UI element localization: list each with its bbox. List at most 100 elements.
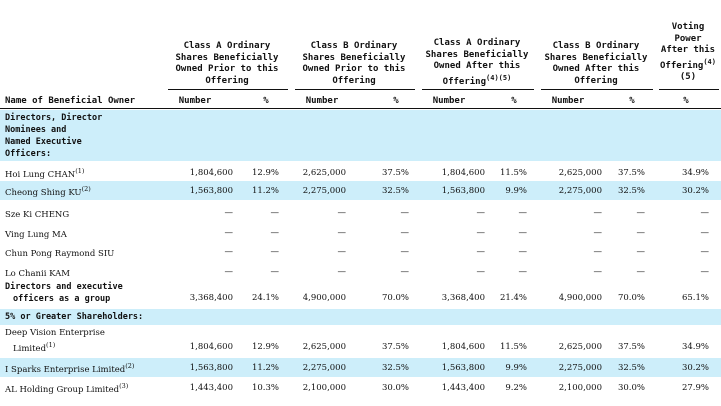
cell-a-num: —: [224, 247, 234, 257]
cell-a-pct: 12.9%: [251, 168, 279, 178]
table-header: Class A Ordinary Shares Beneficially Own…: [0, 0, 721, 110]
cell-a-pct: —: [270, 247, 280, 257]
header-number: Number: [305, 96, 339, 106]
header-line: Class B Ordinary: [552, 41, 640, 51]
cell-a2-pct: —: [518, 247, 528, 257]
cell-b-num: —: [337, 228, 347, 238]
header-line: Power: [674, 33, 702, 44]
cell-a-num: 3,368,400: [189, 293, 233, 303]
header-class-b-prior: Class B Ordinary Shares Beneficially Own…: [291, 41, 417, 87]
cell-a-num: 1,563,800: [189, 186, 233, 196]
owner-name: Sze Ki CHENG: [5, 207, 69, 220]
cell-b2-num: 2,275,000: [558, 186, 602, 196]
footnote-ref: (1): [75, 167, 85, 175]
header-line: Offering(4)(5): [418, 73, 536, 89]
cell-a2-pct: 11.5%: [499, 342, 527, 352]
cell-a-pct: —: [270, 208, 280, 218]
cell-a-num: 1,804,600: [189, 342, 233, 352]
section-line: Named Executive: [5, 137, 82, 147]
header-line: Offering: [574, 75, 618, 86]
header-line-text: Offering: [442, 76, 487, 87]
cell-b-num: 2,625,000: [302, 342, 346, 352]
header-voting-power: Voting Power After this Offering(4) (5): [655, 22, 721, 84]
cell-vote: 30.2%: [681, 186, 709, 196]
cell-vote: —: [700, 267, 710, 277]
cell-vote: —: [700, 228, 710, 238]
header-line: Shares Beneficially: [425, 49, 529, 60]
cell-a2-pct: 9.2%: [505, 383, 527, 393]
header-line: Offering(4): [655, 57, 721, 73]
cell-a2-pct: —: [518, 228, 528, 238]
header-pct: %: [263, 96, 269, 106]
header-line: Voting: [671, 22, 705, 32]
header-pct: %: [683, 96, 689, 106]
table-row: Sze Ki CHENG — — — — — — — — —: [0, 203, 721, 222]
table-row: Lo Chanii KAM — — — — — — — — —: [0, 262, 721, 281]
header-class-b-after: Class B Ordinary Shares Beneficially Own…: [537, 41, 655, 87]
section-five-pct: 5% or Greater Shareholders:: [0, 309, 721, 325]
cell-b-num: 2,275,000: [302, 186, 346, 196]
footnote-ref: (4)(5): [486, 73, 512, 82]
cell-b-pct: —: [400, 228, 410, 238]
owner-name: Ving Lung MA: [5, 227, 67, 240]
header-number: Number: [432, 96, 466, 106]
cell-a2-pct: 9.9%: [505, 363, 527, 373]
cell-a-pct: 11.2%: [251, 363, 279, 373]
cell-a-num: —: [224, 228, 234, 238]
section-label: Directors, Director Nominees and Named E…: [5, 112, 102, 160]
owner-name: Chun Pong Raymond SIU: [5, 246, 114, 259]
footnote-ref: (2): [81, 185, 91, 193]
cell-vote: —: [700, 208, 710, 218]
cell-b-num: —: [337, 208, 347, 218]
cell-b2-num: 2,625,000: [558, 342, 602, 352]
header-line: Class A Ordinary: [183, 41, 271, 51]
header-line: Class A Ordinary: [433, 38, 521, 48]
group-line: officers as a group: [13, 294, 111, 304]
cell-a2-pct: —: [518, 267, 528, 277]
group-label: Directors and executive officers as a gr…: [5, 281, 123, 305]
cell-a-pct: 12.9%: [251, 342, 279, 352]
cell-a-pct: —: [270, 228, 280, 238]
header-line: After this: [660, 45, 716, 55]
owner-name-text: Hoi Lung CHAN: [5, 169, 76, 180]
cell-b2-pct: 37.5%: [617, 168, 645, 178]
table-row: Ving Lung MA — — — — — — — — —: [0, 223, 721, 242]
cell-b-num: 2,275,000: [302, 363, 346, 373]
cell-a2-pct: 21.4%: [499, 293, 527, 303]
cell-b2-pct: 30.0%: [617, 383, 645, 393]
cell-vote: 30.2%: [681, 363, 709, 373]
header-line: Offering: [205, 75, 249, 86]
footnote-ref: (3): [119, 382, 129, 390]
cell-b2-pct: —: [636, 228, 646, 238]
header-rule: [168, 89, 288, 90]
cell-b-num: —: [337, 247, 347, 257]
cell-a2-num: 1,804,600: [441, 168, 485, 178]
cell-a2-num: 1,563,800: [441, 363, 485, 373]
owner-name-text: Sze Ki CHENG: [5, 209, 70, 220]
header-line: Shares Beneficially: [544, 52, 648, 63]
footnote-ref: (1): [46, 341, 56, 349]
owner-name-line: Deep Vision Enterprise: [5, 328, 105, 338]
header-line: Owned Prior to this: [175, 64, 279, 74]
cell-vote: 65.1%: [681, 293, 709, 303]
cell-b2-pct: 70.0%: [617, 293, 645, 303]
cell-vote: 34.9%: [681, 342, 709, 352]
header-class-a-prior: Class A Ordinary Shares Beneficially Own…: [163, 41, 291, 87]
cell-b2-num: 4,900,000: [558, 293, 602, 303]
header-line: Shares Beneficially: [175, 52, 279, 63]
cell-a-num: —: [224, 208, 234, 218]
owner-name-text: I Sparks Enterprise Limited: [5, 364, 126, 375]
cell-a-num: 1,563,800: [189, 363, 233, 373]
cell-b2-num: 2,625,000: [558, 168, 602, 178]
cell-b-num: 4,900,000: [302, 293, 346, 303]
cell-vote: 34.9%: [681, 168, 709, 178]
cell-vote: 27.9%: [681, 383, 709, 393]
cell-b-num: —: [337, 267, 347, 277]
header-owner: Name of Beneficial Owner: [5, 96, 136, 106]
cell-b2-num: —: [593, 208, 603, 218]
header-number: Number: [178, 96, 212, 106]
owner-name-text: Ving Lung MA: [5, 229, 67, 240]
header-pct: %: [629, 96, 635, 106]
owner-name: Cheong Shing KU(2): [5, 185, 91, 198]
cell-b2-num: —: [593, 267, 603, 277]
